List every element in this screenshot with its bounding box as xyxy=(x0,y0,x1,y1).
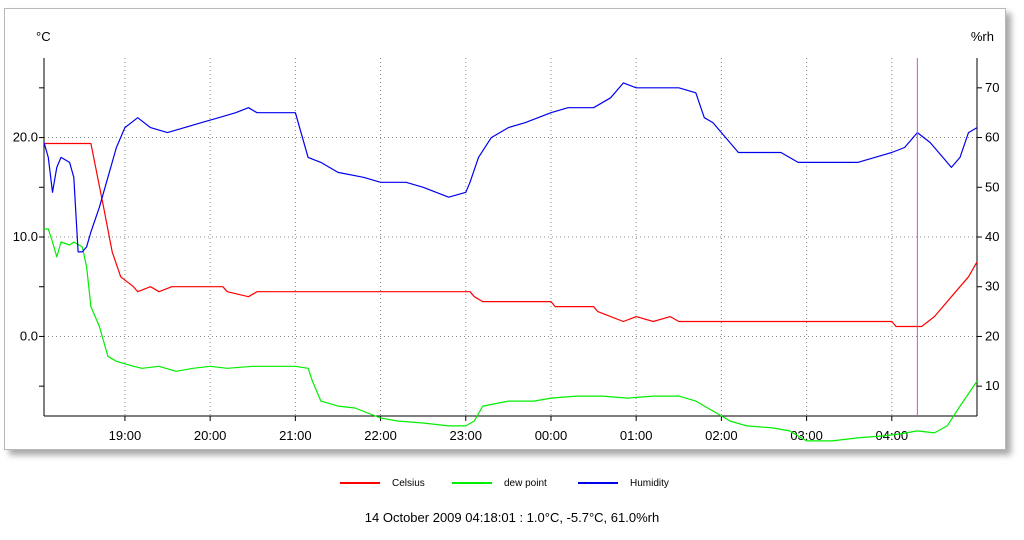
legend-swatch-celsius xyxy=(340,482,380,484)
y-right-axis-unit: %rh xyxy=(971,29,994,44)
x-tick-label: 03:00 xyxy=(790,428,823,443)
chart-legend: Celsius dew point Humidity xyxy=(0,474,1024,492)
y-left-axis-unit: °C xyxy=(36,29,51,44)
y-right-tick-label: 50 xyxy=(985,179,999,194)
x-tick-label: 21:00 xyxy=(279,428,312,443)
y-right-tick-label: 10 xyxy=(985,378,999,393)
series-line-celsius xyxy=(44,142,978,328)
series-line-humidity xyxy=(43,82,978,253)
x-tick-label: 01:00 xyxy=(620,428,653,443)
series-line-dew-point xyxy=(44,228,978,442)
y-right-tick-label: 60 xyxy=(985,130,999,145)
legend-label-celsius: Celsius xyxy=(392,477,425,489)
y-left-tick-label: 20.0 xyxy=(13,130,38,145)
y-right-tick-label: 20 xyxy=(985,328,999,343)
legend-swatch-dew-point xyxy=(452,482,492,484)
legend-item-humidity: Humidity xyxy=(578,474,669,492)
x-tick-label: 23:00 xyxy=(449,428,482,443)
legend-label-dew-point: dew point xyxy=(504,477,547,489)
x-tick-label: 02:00 xyxy=(705,428,738,443)
legend-item-dew-point: dew point xyxy=(452,474,547,492)
x-tick-label: 00:00 xyxy=(535,428,568,443)
y-left-tick-label: 0.0 xyxy=(20,328,38,343)
x-tick-label: 19:00 xyxy=(109,428,142,443)
x-tick-label: 20:00 xyxy=(194,428,227,443)
y-right-tick-label: 40 xyxy=(985,229,999,244)
status-readout: 14 October 2009 04:18:01 : 1.0°C, -5.7°C… xyxy=(364,510,660,525)
legend-item-celsius: Celsius xyxy=(340,474,425,492)
y-right-tick-label: 70 xyxy=(985,80,999,95)
y-right-tick-label: 30 xyxy=(985,279,999,294)
legend-swatch-humidity xyxy=(578,482,618,484)
y-left-tick-label: 10.0 xyxy=(13,229,38,244)
x-tick-label: 22:00 xyxy=(364,428,397,443)
line-chart: 19:00 20:00 21:00 22:00 23:00 00:00 01:00 02:00… xyxy=(13,29,1000,443)
chart-panel: 19:00 20:00 21:00 22:00 23:00 00:00 01:00 02:00… xyxy=(4,8,1006,450)
legend-label-humidity: Humidity xyxy=(630,477,669,489)
